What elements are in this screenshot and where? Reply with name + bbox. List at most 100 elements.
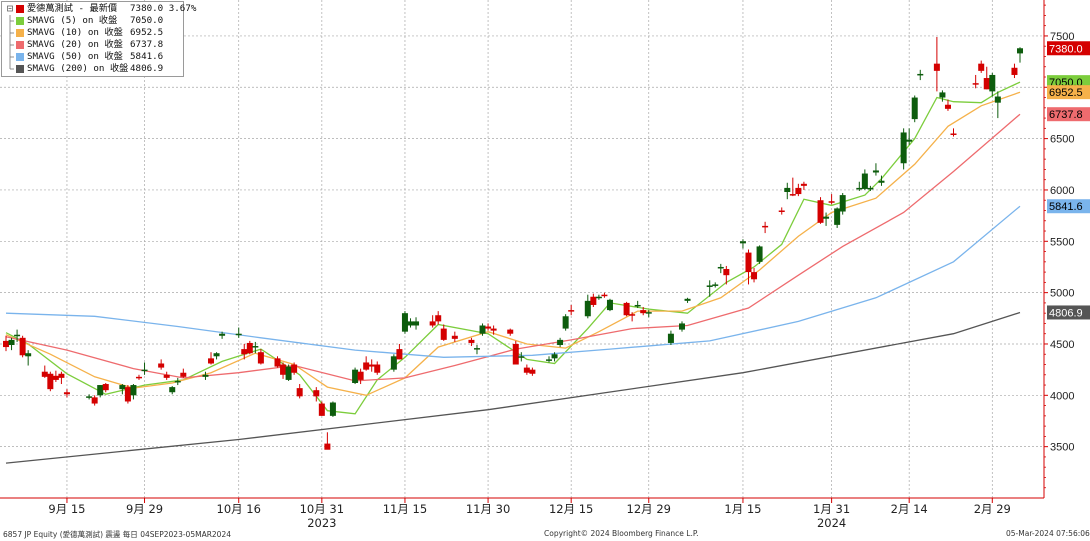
candle-body (357, 371, 364, 380)
candle (3, 335, 9, 352)
candle (900, 128, 907, 170)
candle-body (972, 83, 979, 85)
candle-body (994, 96, 1001, 103)
candle-body (523, 367, 530, 373)
x-tick-label: 1月 15 (724, 502, 761, 516)
x-tick-label: 12月 29 (627, 502, 671, 516)
candle (861, 169, 868, 190)
candle (762, 221, 769, 234)
legend-swatch-smavg5 (16, 17, 24, 25)
candle (52, 370, 59, 382)
candle-body (318, 403, 325, 416)
candle (63, 389, 70, 398)
candle (14, 329, 21, 342)
candle (208, 352, 215, 365)
candle-body (324, 443, 331, 450)
candle-body (8, 339, 15, 346)
candle-body (47, 373, 54, 390)
candle (440, 324, 447, 341)
candle-body (723, 269, 730, 276)
candle-body (789, 194, 796, 196)
gridlines (0, 0, 1044, 498)
candle (257, 349, 264, 365)
candle (828, 194, 835, 205)
candle-body (374, 364, 381, 373)
candle-body (933, 63, 940, 71)
candle-body (989, 74, 996, 92)
candle (712, 282, 719, 288)
candle-body (163, 374, 170, 378)
candle (800, 181, 807, 190)
legend-value: 5841.6 (130, 51, 164, 62)
candle (878, 175, 885, 186)
candle (562, 314, 569, 331)
candle (390, 354, 397, 372)
candle (435, 311, 442, 325)
legend-label: SMAVG (5) on 收盤 (27, 15, 118, 26)
candle-body (900, 132, 907, 164)
candle-body (413, 321, 420, 326)
candle-body (828, 201, 835, 203)
candle-body (429, 321, 436, 326)
candle (645, 310, 652, 318)
candle (911, 95, 918, 123)
candle-body (978, 63, 985, 71)
candle (1011, 63, 1018, 79)
candle-body (180, 372, 187, 377)
candle-body (435, 315, 442, 322)
candle (219, 331, 226, 339)
year-label: 2024 (817, 516, 846, 530)
candle (1017, 47, 1023, 63)
candle-body (856, 187, 863, 190)
candle (557, 337, 564, 348)
x-tick-label: 9月 29 (126, 502, 163, 516)
candle (352, 367, 359, 385)
candle (568, 304, 575, 316)
candle-body (285, 366, 292, 380)
candle-body (745, 252, 752, 273)
candle-body (568, 310, 575, 312)
candle (745, 249, 752, 285)
candle-body (174, 380, 181, 383)
candle (717, 263, 724, 274)
candle-body (135, 376, 142, 379)
candle (202, 371, 209, 380)
candle (723, 265, 730, 285)
candle (989, 72, 996, 97)
candle (595, 294, 602, 300)
y-tick-label: 6500 (1050, 134, 1074, 146)
candle (944, 99, 951, 111)
candle-body (872, 170, 879, 173)
candlesticks (3, 36, 1023, 450)
candle-body (368, 364, 375, 367)
candle-body (911, 97, 918, 120)
candle (906, 128, 913, 145)
legend-value: 7050.0 (130, 15, 164, 26)
candle-body (557, 339, 564, 346)
x-tick-label: 12月 15 (549, 502, 593, 516)
candle-body (235, 333, 242, 336)
candle (634, 300, 641, 309)
candle (213, 352, 220, 360)
candle (834, 207, 841, 228)
candle (839, 193, 846, 215)
candle (789, 177, 796, 197)
candle-body (97, 385, 104, 396)
x-tick-label: 2月 14 (891, 502, 928, 516)
candle-body (944, 104, 951, 109)
candle (795, 183, 802, 197)
candle-body (584, 300, 591, 317)
candle (546, 356, 553, 363)
candle-body (679, 323, 685, 330)
moving-average-lines (5, 81, 1021, 464)
candle-body (257, 352, 264, 364)
candle (867, 185, 874, 191)
candle (296, 384, 303, 399)
candle (640, 307, 647, 316)
candle-body (906, 139, 913, 142)
candle (8, 337, 15, 351)
candle (291, 362, 298, 375)
candle-body (246, 342, 253, 354)
candle (950, 128, 957, 137)
candle (429, 315, 436, 328)
